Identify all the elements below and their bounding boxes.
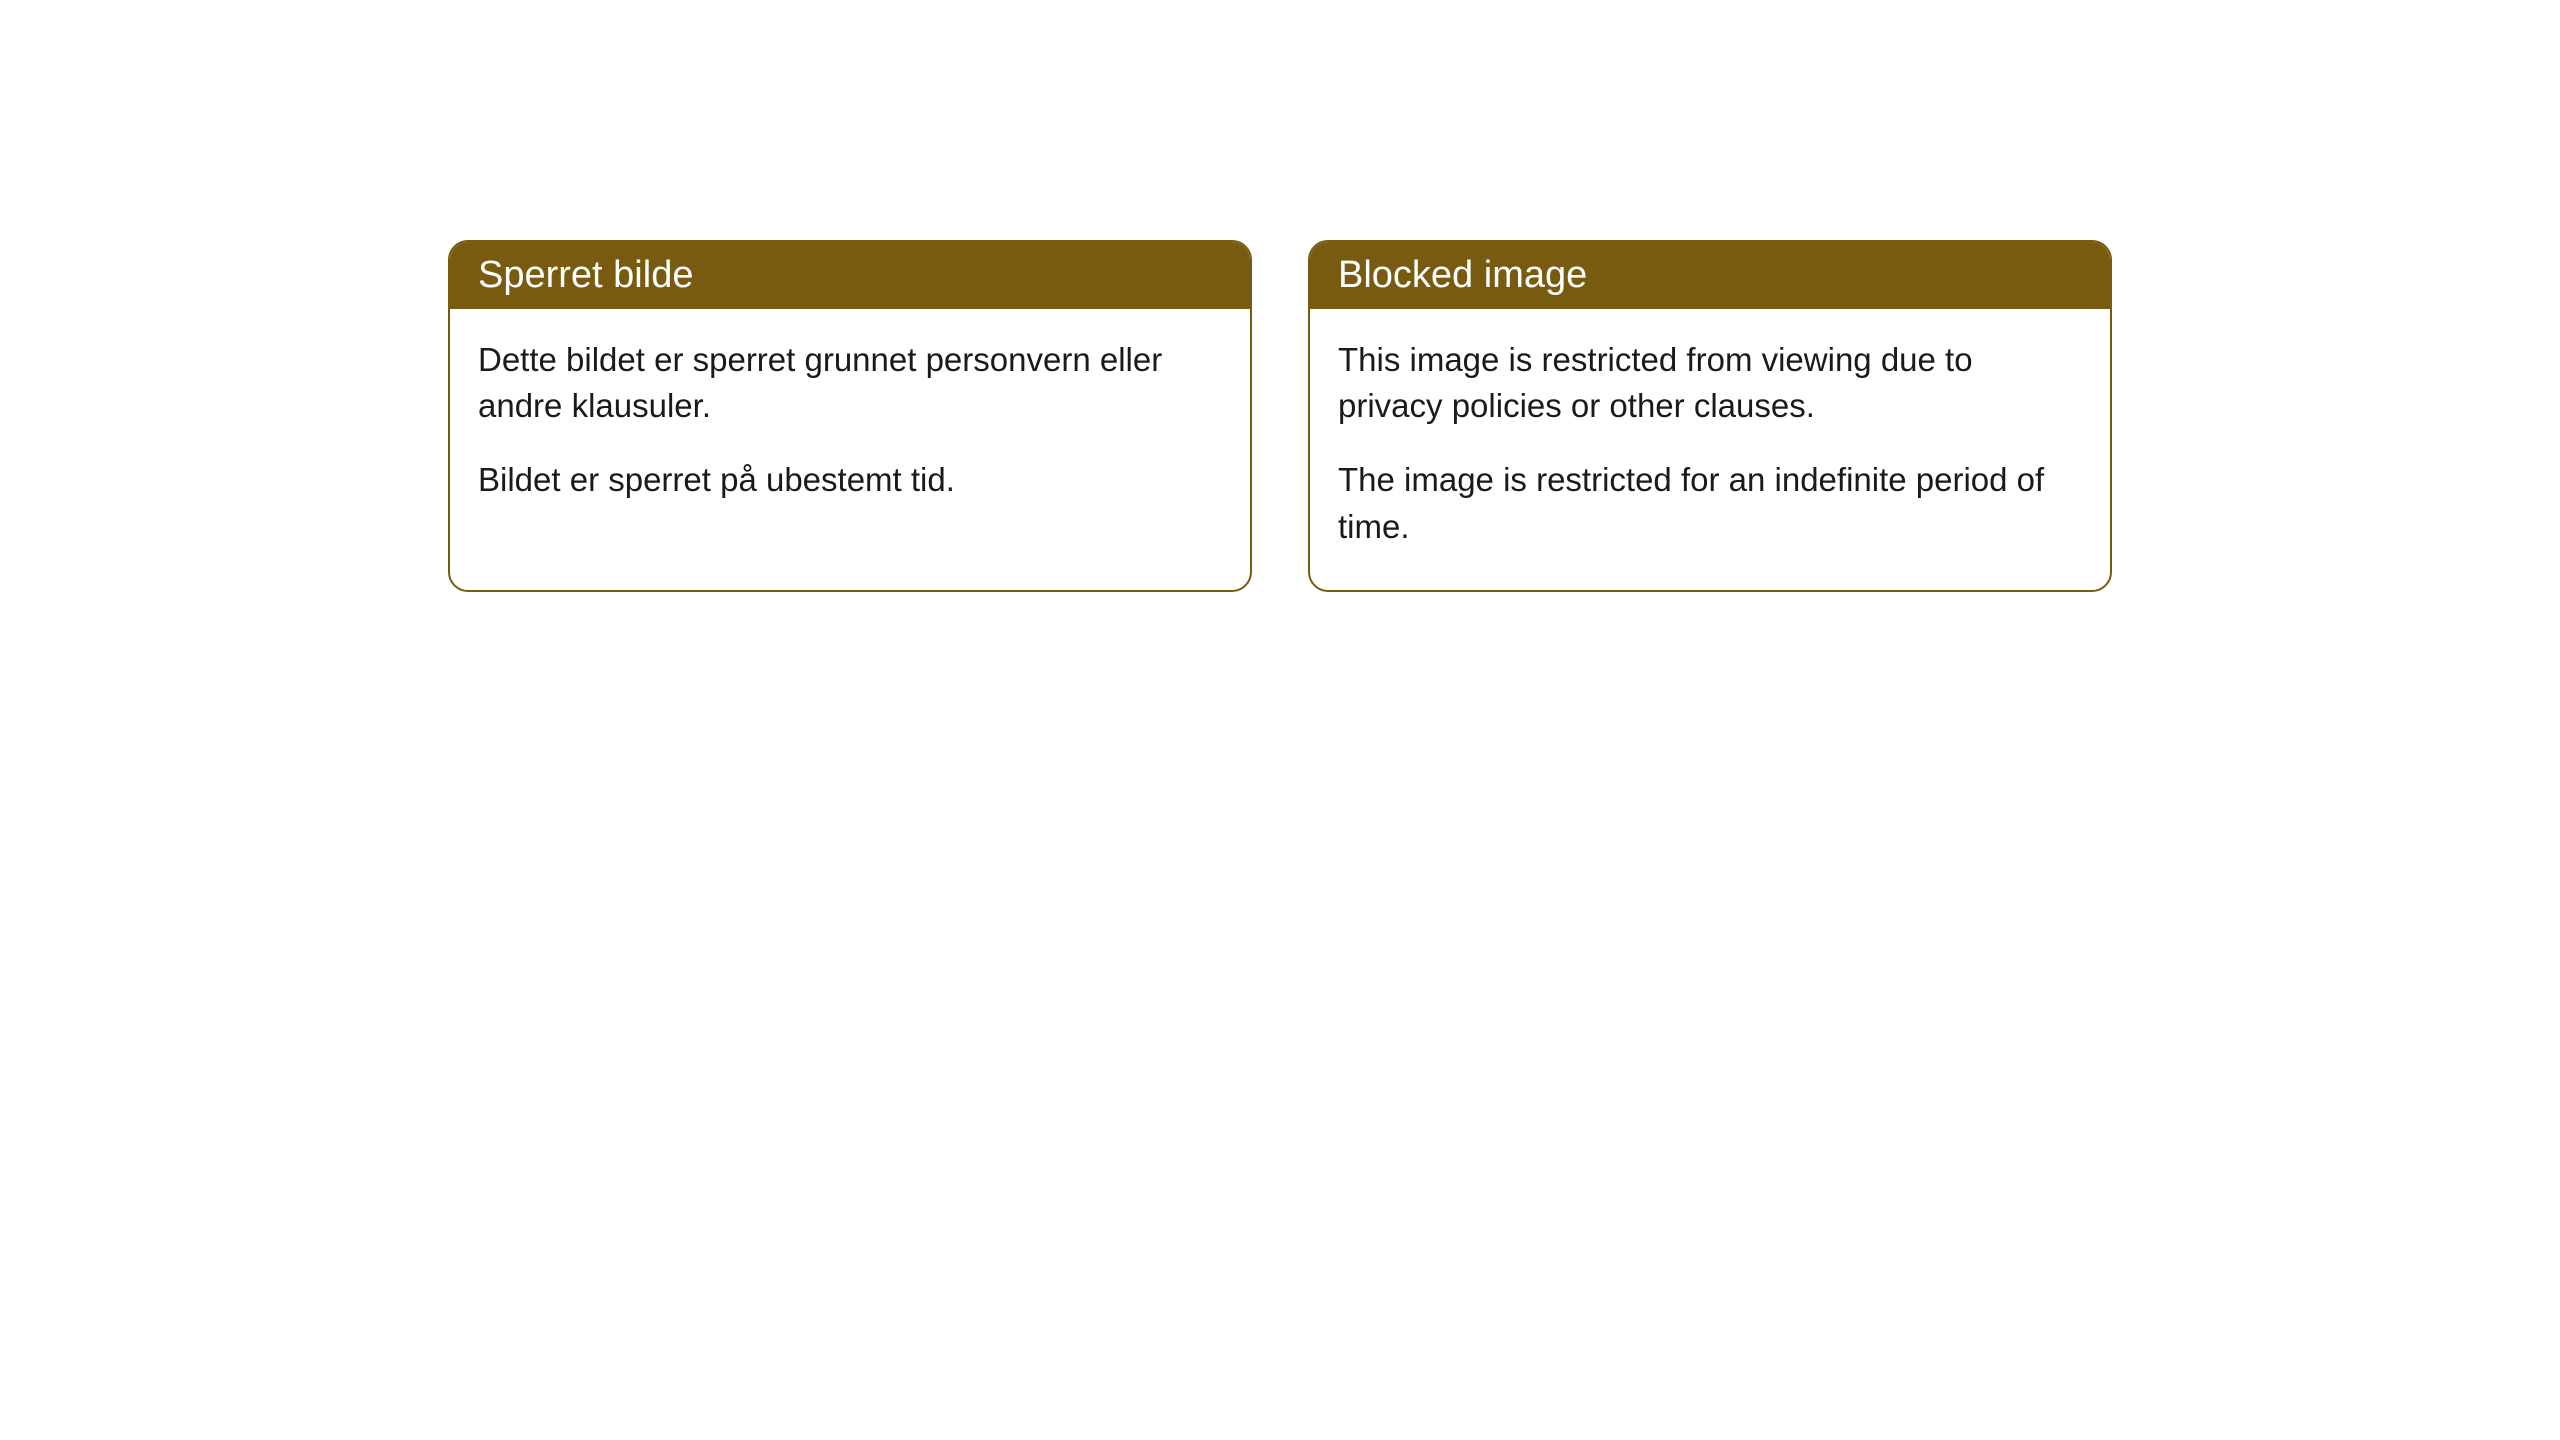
blocked-image-card-en: Blocked image This image is restricted f… — [1308, 240, 2112, 592]
cards-container: Sperret bilde Dette bildet er sperret gr… — [0, 0, 2560, 592]
card-body-en: This image is restricted from viewing du… — [1310, 309, 2110, 590]
card-paragraph-2-en: The image is restricted for an indefinit… — [1338, 457, 2082, 549]
card-header-en: Blocked image — [1310, 242, 2110, 309]
card-body-no: Dette bildet er sperret grunnet personve… — [450, 309, 1250, 544]
card-paragraph-1-en: This image is restricted from viewing du… — [1338, 337, 2082, 429]
card-paragraph-1-no: Dette bildet er sperret grunnet personve… — [478, 337, 1222, 429]
blocked-image-card-no: Sperret bilde Dette bildet er sperret gr… — [448, 240, 1252, 592]
card-header-no: Sperret bilde — [450, 242, 1250, 309]
card-paragraph-2-no: Bildet er sperret på ubestemt tid. — [478, 457, 1222, 503]
